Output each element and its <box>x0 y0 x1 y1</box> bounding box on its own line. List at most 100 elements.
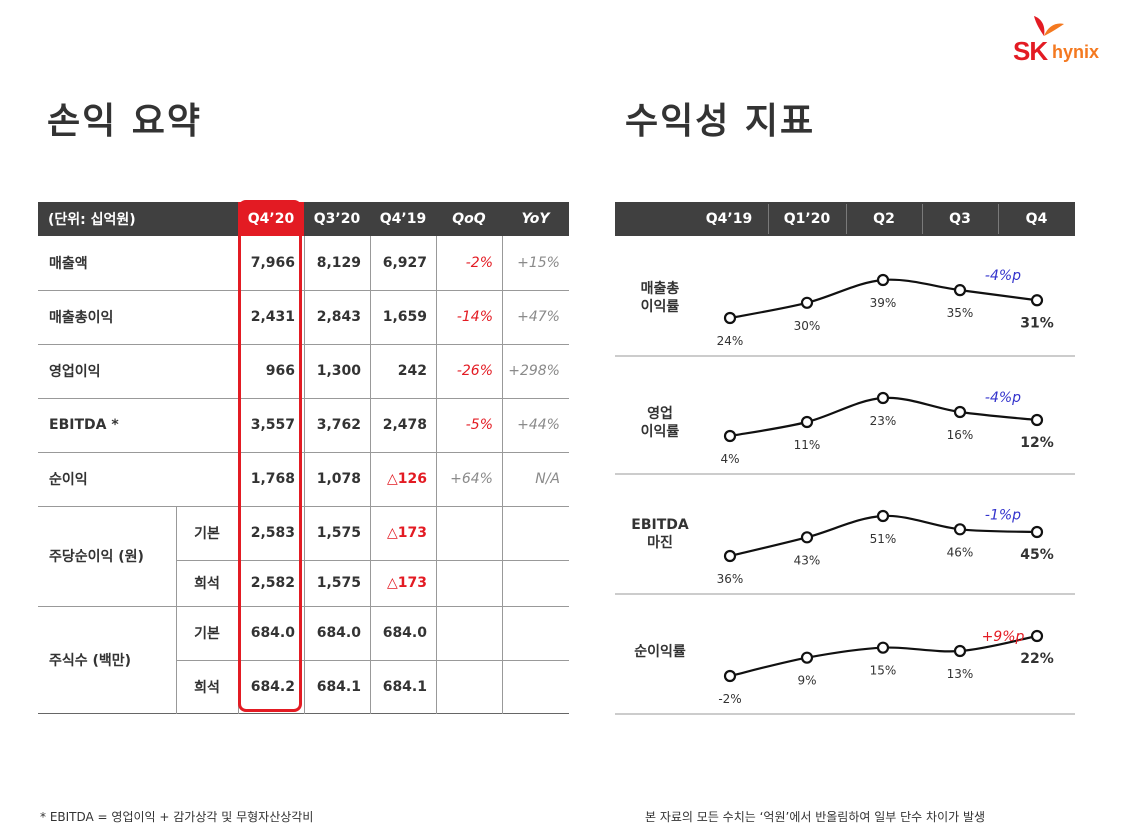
chart-col-q4: Q4 <box>1025 211 1048 227</box>
change-label: -4%p <box>985 390 1021 406</box>
table-cell: 2,582 <box>250 575 295 591</box>
table-cell: -26% <box>456 363 493 379</box>
row-label: 매출액 <box>49 256 88 272</box>
table-cell: 6,927 <box>382 255 427 271</box>
data-point <box>1030 629 1044 643</box>
divider <box>38 290 569 291</box>
sk-hynix-logo: SK hynix <box>1010 14 1110 66</box>
data-label: 30% <box>794 319 821 333</box>
data-label: -2% <box>718 692 741 706</box>
data-point <box>800 296 814 309</box>
data-point <box>800 415 814 429</box>
divider <box>922 204 923 234</box>
table-cell: 684.0 <box>382 625 427 641</box>
data-point <box>876 641 890 654</box>
income-summary-table: (단위: 십억원) Q4’20 Q3’20 Q4’19 QoQ YoY 매출액 … <box>38 202 569 714</box>
table-cell: +298% <box>508 363 560 379</box>
data-point <box>800 531 814 544</box>
data-point <box>953 405 967 419</box>
data-label: 23% <box>870 414 897 428</box>
data-label: 35% <box>947 306 974 320</box>
shares-label: 주식수 (백만) <box>49 653 132 669</box>
eps-diluted-label: 희석 <box>194 576 220 592</box>
divider <box>38 713 569 714</box>
table-cell: △126 <box>387 471 427 487</box>
data-point <box>876 273 890 287</box>
row-label: EBITDA * <box>49 417 119 433</box>
data-point <box>1030 413 1044 427</box>
table-cell: +47% <box>517 309 560 325</box>
table-cell: 966 <box>265 363 295 379</box>
divider <box>436 236 437 714</box>
table-cell: -5% <box>465 417 493 433</box>
series-label-line: 이익률 <box>640 299 680 315</box>
table-cell: 7,966 <box>250 255 295 271</box>
data-point <box>876 391 890 405</box>
series-label-net: 순이익률 <box>615 643 705 661</box>
series-label-line: 영업 <box>647 406 673 422</box>
divider <box>38 606 569 607</box>
data-point <box>723 429 737 443</box>
logo-sk: SK <box>1013 36 1048 66</box>
divider <box>38 506 569 507</box>
q4-20-highlight-box <box>238 200 302 712</box>
divider <box>846 204 847 234</box>
series-label-line: 순이익률 <box>634 644 686 660</box>
table-cell: -2% <box>465 255 493 271</box>
right-title: 수익성 지표 <box>625 101 816 142</box>
table-cell: 2,843 <box>316 309 361 325</box>
logo-hynix: hynix <box>1052 42 1100 62</box>
divider <box>502 236 503 714</box>
data-label: 46% <box>947 545 974 559</box>
unit-header: (단위: 십억원) <box>38 202 238 236</box>
data-point <box>723 669 737 683</box>
table-cell: △173 <box>387 575 427 591</box>
data-label: 36% <box>717 572 744 586</box>
series-label-line: 매출총 <box>640 281 680 297</box>
series-label-operating: 영업 이익률 <box>615 405 705 441</box>
series-label-line: 마진 <box>647 535 673 551</box>
table-cell: 684.1 <box>316 679 361 695</box>
table-cell: 2,583 <box>250 525 295 541</box>
divider <box>370 236 371 714</box>
eps-label: 주당순이익 (원) <box>49 549 144 565</box>
divider <box>38 344 569 345</box>
data-label: 4% <box>720 452 739 466</box>
series-label-gross: 매출총 이익률 <box>615 280 705 316</box>
table-cell: 684.1 <box>382 679 427 695</box>
table-cell: △173 <box>387 525 427 541</box>
data-point <box>876 509 890 523</box>
row-label: 영업이익 <box>49 364 101 380</box>
data-point <box>800 651 814 664</box>
table-cell: 3,557 <box>250 417 295 433</box>
footnote-ebitda: * EBITDA = 영업이익 + 감가상각 및 무형자산상각비 <box>40 810 314 824</box>
table-cell: 1,575 <box>316 525 361 541</box>
data-label: 11% <box>794 438 821 452</box>
table-cell: +64% <box>450 471 493 487</box>
data-point <box>953 644 967 658</box>
table-cell: 684.0 <box>250 625 295 641</box>
table-cell: 684.2 <box>250 679 295 695</box>
row-label: 순이익 <box>49 472 88 488</box>
series-label-ebitda: EBITDA 마진 <box>615 516 705 552</box>
table-cell: 8,129 <box>316 255 361 271</box>
table-cell: 1,768 <box>250 471 295 487</box>
divider <box>38 452 569 453</box>
change-label: +9%p <box>982 629 1025 645</box>
col-qoq: QoQ <box>436 202 502 236</box>
footnote-rounding: 본 자료의 모든 수치는 ‘억원’에서 반올림하여 일부 단수 차이가 발생 <box>645 810 986 824</box>
chart-col-q4-19: Q4’19 <box>705 211 753 227</box>
chart-col-q2: Q2 <box>873 211 895 227</box>
left-title: 손익 요약 <box>47 101 203 142</box>
table-cell: 1,659 <box>382 309 427 325</box>
data-label: 39% <box>870 296 897 310</box>
col-q3-20: Q3’20 <box>304 202 370 236</box>
table-cell: +44% <box>517 417 560 433</box>
change-label: -4%p <box>985 268 1021 284</box>
change-label: -1%p <box>985 507 1021 523</box>
col-yoy: YoY <box>502 202 569 236</box>
data-label: 16% <box>947 428 974 442</box>
series-label-line: 이익률 <box>640 424 680 440</box>
divider <box>176 660 569 661</box>
